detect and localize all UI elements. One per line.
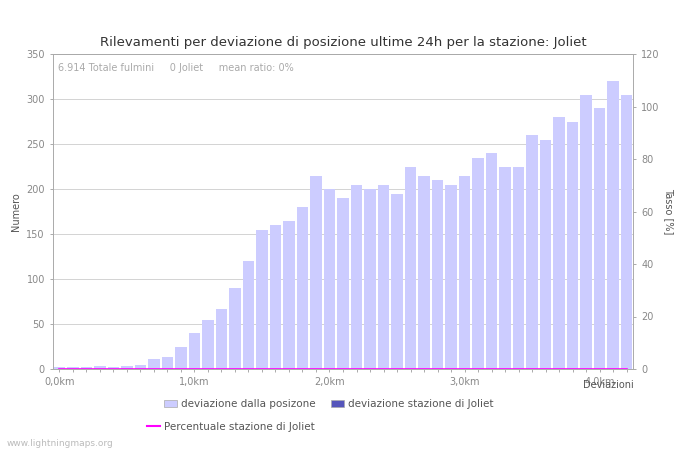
Text: Deviazioni: Deviazioni — [582, 380, 634, 390]
Bar — [391, 194, 402, 369]
Bar — [202, 320, 214, 369]
Bar — [80, 367, 92, 369]
Bar — [445, 184, 457, 369]
Bar — [148, 359, 160, 369]
Bar — [513, 166, 524, 369]
Bar — [162, 357, 173, 369]
Bar — [486, 153, 498, 369]
Text: 6.914 Totale fulmini     0 Joliet     mean ratio: 0%: 6.914 Totale fulmini 0 Joliet mean ratio… — [58, 63, 294, 73]
Bar — [337, 198, 349, 369]
Bar — [405, 166, 416, 369]
Bar — [621, 94, 633, 369]
Y-axis label: Numero: Numero — [10, 192, 21, 231]
Bar — [108, 367, 119, 369]
Bar — [256, 230, 267, 369]
Bar — [540, 140, 552, 369]
Bar — [351, 184, 363, 369]
Bar — [432, 180, 443, 369]
Bar — [270, 225, 281, 369]
Title: Rilevamenti per deviazione di posizione ultime 24h per la stazione: Joliet: Rilevamenti per deviazione di posizione … — [99, 36, 587, 49]
Bar — [175, 346, 187, 369]
Bar — [121, 366, 132, 369]
Bar — [53, 367, 65, 369]
Bar — [419, 176, 430, 369]
Bar — [310, 176, 322, 369]
Bar — [94, 366, 106, 369]
Bar — [229, 288, 241, 369]
Bar — [134, 365, 146, 369]
Bar — [567, 122, 578, 369]
Bar — [580, 94, 592, 369]
Bar — [378, 184, 389, 369]
Bar — [554, 117, 565, 369]
Bar — [67, 367, 78, 369]
Bar — [526, 135, 538, 369]
Bar — [243, 261, 254, 369]
Legend: deviazione dalla posizone, deviazione stazione di Joliet: deviazione dalla posizone, deviazione st… — [160, 395, 498, 413]
Bar — [364, 189, 376, 369]
Legend: Percentuale stazione di Joliet: Percentuale stazione di Joliet — [143, 418, 319, 436]
Bar — [594, 108, 606, 369]
Bar — [323, 189, 335, 369]
Bar — [608, 81, 619, 369]
Bar — [188, 333, 200, 369]
Bar — [459, 176, 470, 369]
Bar — [284, 220, 295, 369]
Bar — [216, 309, 227, 369]
Text: www.lightningmaps.org: www.lightningmaps.org — [7, 439, 113, 448]
Bar — [297, 207, 308, 369]
Bar — [499, 166, 511, 369]
Y-axis label: Tasso [%]: Tasso [%] — [664, 188, 673, 235]
Bar — [473, 158, 484, 369]
